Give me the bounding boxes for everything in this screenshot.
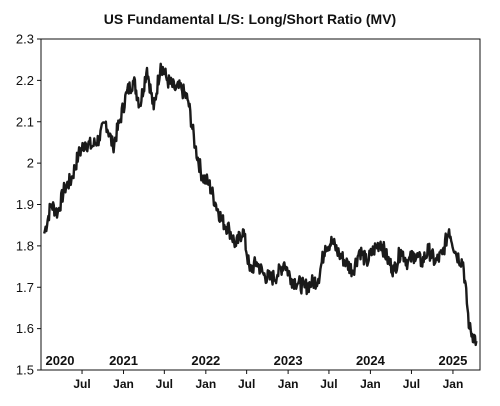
x-month-label: Jan [278,377,299,391]
x-year-label: 2024 [356,353,386,368]
x-month-label: Jan [443,377,464,391]
x-month-label: Jan [360,377,381,391]
y-tick-label: 1.6 [16,321,34,336]
y-axis-ticks: 2.3 2.2 2.1 2 1.9 1.8 1.7 1.6 1.5 [16,32,41,378]
x-year-label: 2025 [438,353,467,368]
x-month-label: Jul [73,377,90,391]
axes [40,38,481,371]
x-month-label: Jul [156,377,173,391]
x-year-label: 2022 [191,353,220,368]
chart-title: US Fundamental L/S: Long/Short Ratio (MV… [104,11,396,27]
plot-frame [40,38,481,371]
x-month-label: Jul [403,377,420,391]
x-year-label: 2023 [274,353,303,368]
y-tick-label: 1.8 [16,238,34,253]
y-tick-label: 2.3 [16,32,34,47]
x-month-label: Jul [320,377,337,391]
x-year-label: 2021 [109,353,138,368]
x-month-label: Jul [238,377,255,391]
x-axis-ticks: 2020 2021 2022 2023 2024 2025 Jul Jan Jul Jan Jul J… [46,353,468,391]
y-tick-label: 1.5 [16,363,34,378]
y-tick-label: 2 [27,156,34,171]
y-tick-label: 2.2 [16,73,34,88]
y-tick-label: 2.1 [16,114,34,129]
series-line [43,62,478,347]
y-tick-label: 1.9 [16,197,34,212]
x-month-label: Jan [113,377,134,391]
x-month-label: Jan [195,377,216,391]
x-year-label: 2020 [46,353,75,368]
y-tick-label: 1.7 [16,280,34,295]
